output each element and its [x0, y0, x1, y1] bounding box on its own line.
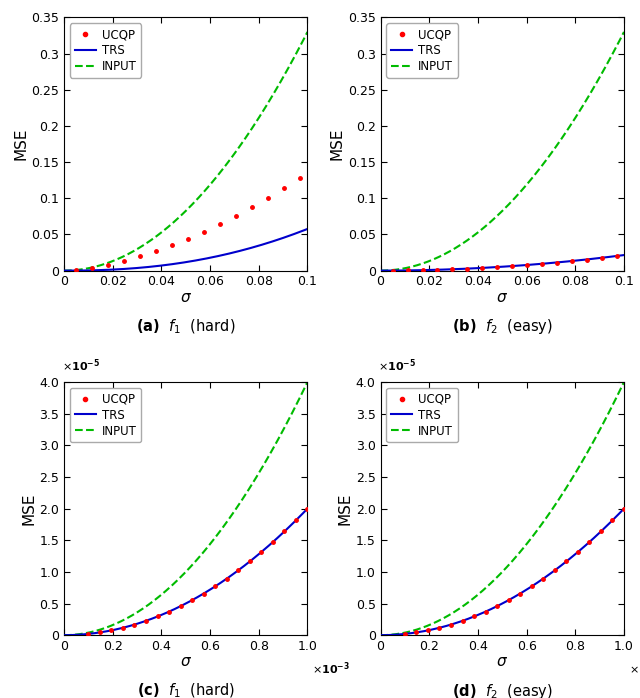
- Y-axis label: MSE: MSE: [13, 128, 28, 161]
- Legend: UCQP, TRS, INPUT: UCQP, TRS, INPUT: [387, 23, 458, 77]
- Y-axis label: MSE: MSE: [21, 492, 36, 525]
- Legend: UCQP, TRS, INPUT: UCQP, TRS, INPUT: [387, 388, 458, 443]
- Text: $\times\mathbf{10^{-5}}$: $\times\mathbf{10^{-5}}$: [378, 358, 417, 374]
- Y-axis label: MSE: MSE: [330, 128, 345, 161]
- X-axis label: $\sigma$: $\sigma$: [180, 655, 192, 669]
- Text: $\times\mathbf{10^{-5}}$: $\times\mathbf{10^{-5}}$: [61, 358, 100, 374]
- X-axis label: $\sigma$: $\sigma$: [496, 655, 508, 669]
- Text: $\times\mathbf{10^{-3}}$: $\times\mathbf{10^{-3}}$: [629, 660, 640, 677]
- Text: $\mathbf{(c)}$  $f_1$  (hard): $\mathbf{(c)}$ $f_1$ (hard): [136, 682, 235, 698]
- Text: $\mathbf{(b)}$  $f_2$  (easy): $\mathbf{(b)}$ $f_2$ (easy): [452, 318, 553, 336]
- X-axis label: $\sigma$: $\sigma$: [180, 290, 192, 305]
- Legend: UCQP, TRS, INPUT: UCQP, TRS, INPUT: [70, 388, 141, 443]
- X-axis label: $\sigma$: $\sigma$: [496, 290, 508, 305]
- Text: $\mathbf{(d)}$  $f_2$  (easy): $\mathbf{(d)}$ $f_2$ (easy): [452, 682, 553, 698]
- Y-axis label: MSE: MSE: [338, 492, 353, 525]
- Legend: UCQP, TRS, INPUT: UCQP, TRS, INPUT: [70, 23, 141, 77]
- Text: $\times\mathbf{10^{-3}}$: $\times\mathbf{10^{-3}}$: [312, 660, 351, 677]
- Text: $\mathbf{(a)}$  $f_1$  (hard): $\mathbf{(a)}$ $f_1$ (hard): [136, 318, 236, 336]
